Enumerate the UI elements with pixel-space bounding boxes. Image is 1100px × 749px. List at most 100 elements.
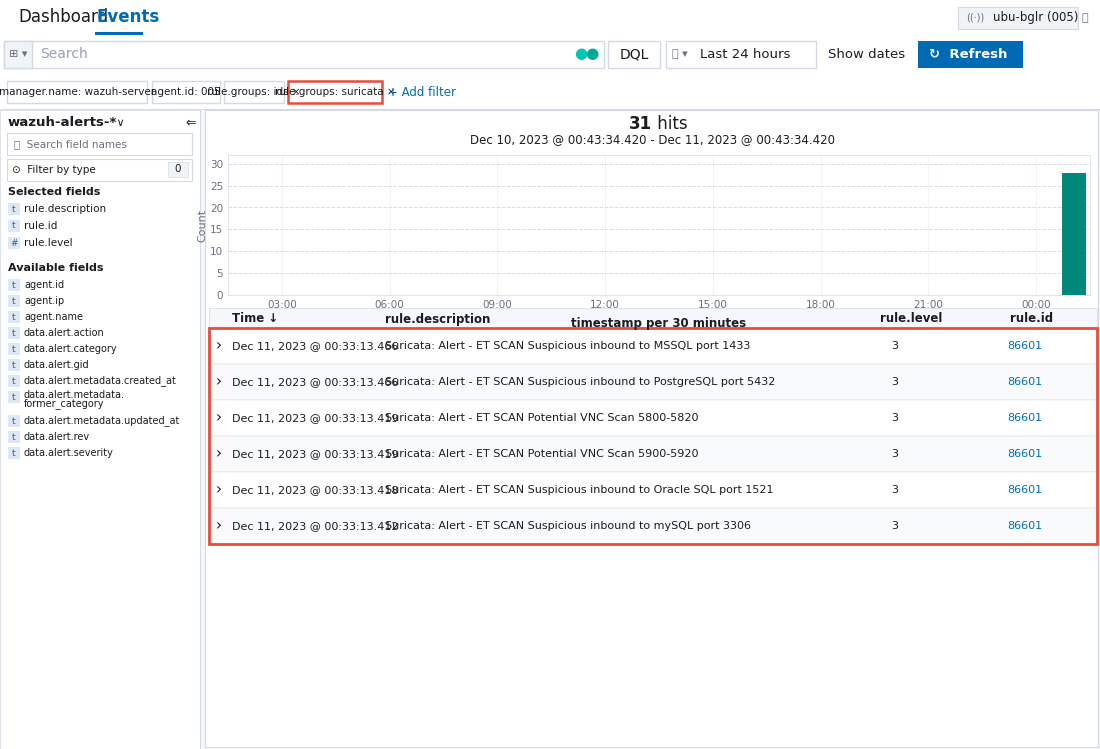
Bar [288,81,382,103]
Bar [8,203,20,215]
Bar [8,295,20,307]
Text: ›: › [216,374,222,389]
Text: data.alert.metadata.: data.alert.metadata. [24,390,125,400]
Bar [8,375,20,387]
Bar [209,400,1097,436]
Text: 📅 ▾: 📅 ▾ [672,49,688,59]
Text: 86601: 86601 [1008,521,1043,531]
Bar [7,159,192,181]
Text: 3: 3 [891,449,899,459]
Text: 31: 31 [629,115,652,133]
Bar [0,109,1100,110]
Bar [8,359,20,371]
Text: Suricata: Alert - ET SCAN Suspicious inbound to MSSQL port 1433: Suricata: Alert - ET SCAN Suspicious inb… [385,341,750,351]
Bar [8,220,20,232]
Bar [209,364,1097,400]
Bar [0,110,1100,749]
Text: Dec 10, 2023 @ 00:43:34.420 - Dec 11, 2023 @ 00:43:34.420: Dec 10, 2023 @ 00:43:34.420 - Dec 11, 20… [470,133,835,147]
Bar [209,308,1097,330]
Text: t: t [12,392,15,401]
Text: wazuh-alerts-*: wazuh-alerts-* [8,117,118,130]
Text: data.alert.gid: data.alert.gid [24,360,89,370]
Text: hits: hits [652,115,689,133]
Text: data.alert.metadata.updated_at: data.alert.metadata.updated_at [24,416,180,426]
Text: 3: 3 [891,341,899,351]
Bar [8,327,20,339]
Text: Dec 11, 2023 @ 00:33:13.419: Dec 11, 2023 @ 00:33:13.419 [232,449,398,459]
Bar [152,81,220,103]
Text: 🔍  Search field names: 🔍 Search field names [14,139,126,149]
Bar [0,35,1100,77]
Text: Last 24 hours: Last 24 hours [700,47,791,61]
Text: data.alert.rev: data.alert.rev [24,432,90,442]
Text: data.alert.action: data.alert.action [24,328,105,338]
Text: Suricata: Alert - ET SCAN Suspicious inbound to mySQL port 3306: Suricata: Alert - ET SCAN Suspicious inb… [385,521,751,531]
Text: agent.name: agent.name [24,312,82,322]
Text: 3: 3 [891,485,899,495]
Bar [918,41,1023,68]
Text: Suricata: Alert - ET SCAN Suspicious inbound to Oracle SQL port 1521: Suricata: Alert - ET SCAN Suspicious inb… [385,485,773,495]
Text: 📌: 📌 [1082,13,1089,23]
Text: Dashboard: Dashboard [18,8,108,26]
Text: data.alert.metadata.created_at: data.alert.metadata.created_at [24,375,177,386]
Text: t: t [12,416,15,425]
Text: t: t [12,222,15,231]
Text: Dec 11, 2023 @ 00:33:13.466: Dec 11, 2023 @ 00:33:13.466 [232,377,398,387]
Text: agent.id: agent.id [24,280,64,290]
Text: t: t [12,204,15,213]
Text: 86601: 86601 [1008,485,1043,495]
Text: t: t [12,280,15,290]
Text: #: # [10,238,18,247]
Text: ●: ● [574,46,587,61]
Bar [8,237,20,249]
Text: Search: Search [40,47,88,61]
Text: ⇐: ⇐ [185,117,196,130]
Text: Dec 11, 2023 @ 00:33:13.466: Dec 11, 2023 @ 00:33:13.466 [232,341,398,351]
Text: Dec 11, 2023 @ 00:33:13.419: Dec 11, 2023 @ 00:33:13.419 [232,413,398,423]
Text: ((·)): ((·)) [966,13,984,23]
Text: t: t [12,377,15,386]
Bar [8,279,20,291]
Bar [958,7,1078,29]
Text: ubu-bglr (005): ubu-bglr (005) [993,11,1078,25]
Text: Time ↓: Time ↓ [232,312,278,326]
Text: 3: 3 [891,377,899,387]
Bar [0,110,200,749]
Bar [0,0,1100,35]
Bar [224,81,284,103]
Text: rule.id: rule.id [24,221,57,231]
Bar [8,415,20,427]
Text: Suricata: Alert - ET SCAN Potential VNC Scan 5800-5820: Suricata: Alert - ET SCAN Potential VNC … [385,413,698,423]
Bar [0,77,1100,110]
Text: Selected fields: Selected fields [8,187,100,197]
Text: Dec 11, 2023 @ 00:33:13.418: Dec 11, 2023 @ 00:33:13.418 [232,485,398,495]
Text: Available fields: Available fields [8,263,103,273]
Text: Suricata: Alert - ET SCAN Potential VNC Scan 5900-5920: Suricata: Alert - ET SCAN Potential VNC … [385,449,698,459]
Bar [666,41,816,68]
Text: ›: › [216,518,222,533]
Text: t: t [12,449,15,458]
Bar [168,162,188,177]
Text: 86601: 86601 [1008,341,1043,351]
Text: ⊞ ▾: ⊞ ▾ [9,49,28,59]
Text: DQL: DQL [619,47,649,61]
Text: 86601: 86601 [1008,449,1043,459]
Text: t: t [12,329,15,338]
Text: ∨: ∨ [113,118,124,128]
Text: former_category: former_category [24,398,105,410]
Text: data.alert.severity: data.alert.severity [24,448,114,458]
Text: rule.id: rule.id [1010,312,1053,326]
Text: ›: › [216,446,222,461]
Bar [205,110,1098,747]
Text: ⊙  Filter by type: ⊙ Filter by type [12,165,96,175]
Bar [8,431,20,443]
Bar [209,436,1097,472]
X-axis label: timestamp per 30 minutes: timestamp per 30 minutes [571,317,747,330]
Text: Suricata: Alert - ET SCAN Suspicious inbound to PostgreSQL port 5432: Suricata: Alert - ET SCAN Suspicious inb… [385,377,776,387]
Text: + Add filter: + Add filter [388,85,456,99]
Text: ↻  Refresh: ↻ Refresh [928,47,1008,61]
Text: t: t [12,312,15,321]
Text: rule.description: rule.description [385,312,491,326]
Y-axis label: Count: Count [197,208,207,242]
Text: ›: › [216,339,222,354]
